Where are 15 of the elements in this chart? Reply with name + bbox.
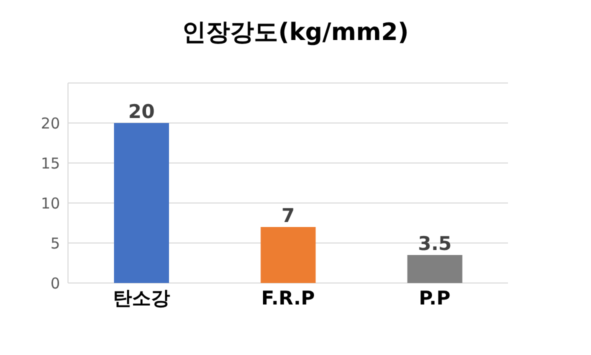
- data-label: 3.5: [418, 233, 452, 255]
- bar: [260, 227, 316, 283]
- y-tick-label: 5: [50, 234, 60, 252]
- y-tick-label: 10: [40, 194, 60, 212]
- x-tick-label: F.R.P: [261, 287, 315, 310]
- y-tick-label: 0: [50, 274, 60, 292]
- y-tick-label: 20: [40, 114, 60, 132]
- bar: [114, 123, 169, 283]
- x-tick-label: 탄소강: [112, 287, 170, 310]
- bar: [407, 255, 462, 283]
- chart-title: 인장강도(kg/mm2): [181, 17, 410, 48]
- data-label: 20: [128, 101, 155, 123]
- y-tick-label: 15: [40, 154, 60, 172]
- data-label: 7: [282, 205, 295, 227]
- x-tick-label: P.P: [418, 287, 451, 310]
